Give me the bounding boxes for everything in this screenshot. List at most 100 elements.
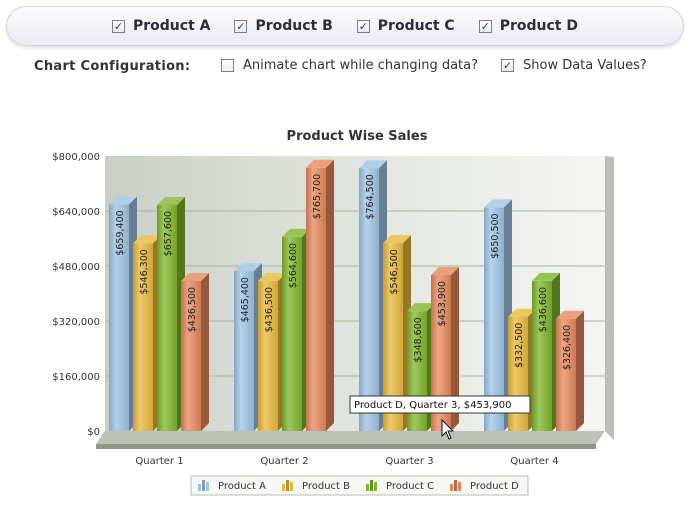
mouse-cursor-icon bbox=[441, 418, 455, 440]
y-tick-label: $0 bbox=[87, 427, 100, 438]
plot-floor bbox=[96, 431, 605, 444]
legend-icon-bar bbox=[286, 480, 289, 491]
bar-front[interactable] bbox=[484, 207, 504, 431]
bar-front[interactable] bbox=[306, 167, 326, 431]
tooltip: Product D, Quarter 3, $453,900 bbox=[349, 395, 531, 440]
bar-value-label: $764,500 bbox=[365, 174, 376, 219]
bar[interactable]: $764,500 bbox=[359, 160, 387, 431]
bar-front[interactable] bbox=[431, 274, 451, 431]
bar[interactable]: $465,400 bbox=[234, 263, 262, 431]
show-values-label: Show Data Values? bbox=[523, 58, 647, 73]
legend-label: Product D bbox=[470, 481, 519, 492]
bar-top bbox=[407, 303, 435, 312]
bar-value-label: $436,500 bbox=[264, 287, 275, 332]
bar-front[interactable] bbox=[157, 204, 177, 431]
bar-front[interactable] bbox=[282, 236, 302, 431]
bar-top bbox=[282, 228, 310, 237]
legend-item[interactable]: Product A bbox=[198, 480, 266, 492]
animate-checkbox[interactable] bbox=[221, 59, 234, 72]
bar-value-label: $332,500 bbox=[514, 323, 525, 368]
bar-top bbox=[508, 308, 536, 317]
legend-item[interactable]: Product D bbox=[450, 480, 519, 492]
legend-icon-bar bbox=[366, 484, 369, 491]
bar[interactable]: $765,700 bbox=[306, 159, 334, 431]
product-a-checkbox[interactable]: ✓ bbox=[112, 19, 125, 33]
chart-configuration-title: Chart Configuration: bbox=[34, 59, 191, 74]
bar-top bbox=[383, 235, 411, 244]
bar[interactable]: $436,500 bbox=[258, 272, 286, 431]
chart-configuration-row: Chart Configuration: Animate chart while… bbox=[34, 58, 674, 78]
y-tick-label: $800,000 bbox=[52, 152, 100, 163]
legend-icon-bar bbox=[198, 484, 201, 491]
product-c-checkbox[interactable]: ✓ bbox=[356, 19, 370, 33]
bar-value-label: $546,500 bbox=[389, 249, 400, 294]
show-values-option[interactable]: ✓ Show Data Values? bbox=[501, 58, 647, 73]
product-a-toggle[interactable]: ✓ Product A bbox=[112, 18, 210, 34]
legend-item[interactable]: Product B bbox=[282, 480, 350, 492]
bar-front[interactable] bbox=[181, 280, 201, 431]
bar-top bbox=[431, 266, 459, 275]
bar[interactable]: $436,500 bbox=[181, 272, 209, 431]
bar[interactable]: $326,400 bbox=[556, 310, 584, 431]
bar[interactable]: $564,600 bbox=[282, 228, 310, 431]
bar-front[interactable] bbox=[133, 243, 153, 431]
bar[interactable]: $657,600 bbox=[157, 196, 185, 431]
bars: $659,400 $546,300 $657,600 $436,500 $465,400… bbox=[109, 159, 584, 431]
bar-top bbox=[306, 159, 334, 168]
bar-value-label: $436,600 bbox=[538, 287, 549, 332]
animate-option[interactable]: Animate chart while changing data? bbox=[221, 58, 478, 73]
product-d-toggle[interactable]: ✓ Product D bbox=[478, 18, 578, 34]
bar-side bbox=[326, 159, 334, 431]
product-c-label: Product C bbox=[377, 18, 455, 34]
bar-front[interactable] bbox=[532, 280, 552, 431]
legend-label: Product A bbox=[218, 481, 266, 492]
bar-top bbox=[556, 310, 584, 319]
y-axis-ticks: $0 $160,000 $320,000 $480,000 $640,000 $800,0… bbox=[52, 152, 100, 438]
legend-item[interactable]: Product C bbox=[366, 480, 434, 492]
bar-front[interactable] bbox=[556, 318, 576, 431]
legend-icon-bar bbox=[282, 484, 285, 491]
bar-front[interactable] bbox=[109, 204, 129, 431]
bar-top bbox=[109, 196, 137, 205]
sales-bar-chart: Product Wise Sales $0 $160,000 $320,000 $48… bbox=[52, 129, 614, 496]
product-b-checkbox[interactable]: ✓ bbox=[234, 19, 248, 33]
bar-value-label: $465,400 bbox=[240, 277, 251, 322]
chart-title: Product Wise Sales bbox=[287, 129, 428, 144]
product-c-toggle[interactable]: ✓ Product C bbox=[356, 18, 455, 34]
tooltip-box bbox=[349, 395, 531, 414]
bar-top bbox=[157, 196, 185, 205]
bar-front[interactable] bbox=[383, 243, 403, 431]
bar-front[interactable] bbox=[258, 280, 278, 431]
plot-floor-edge bbox=[96, 444, 596, 449]
x-tick-label: Quarter 1 bbox=[135, 456, 183, 467]
bar-value-label: $326,400 bbox=[562, 325, 573, 370]
bar[interactable]: $436,600 bbox=[532, 272, 560, 431]
y-tick-label: $640,000 bbox=[52, 207, 100, 218]
bar-front[interactable] bbox=[234, 271, 254, 431]
product-d-checkbox[interactable]: ✓ bbox=[478, 19, 492, 33]
show-values-checkbox[interactable]: ✓ bbox=[501, 59, 514, 72]
bar[interactable]: $659,400 bbox=[109, 196, 137, 431]
y-tick-label: $320,000 bbox=[52, 317, 100, 328]
bar[interactable]: $546,300 bbox=[133, 235, 161, 431]
product-a-label: Product A bbox=[133, 18, 211, 34]
y-tick-label: $160,000 bbox=[52, 372, 100, 383]
bar[interactable]: $453,900 bbox=[431, 266, 459, 431]
legend-label: Product C bbox=[386, 481, 434, 492]
x-axis-ticks: Quarter 1 Quarter 2 Quarter 3 Quarter 4 bbox=[135, 456, 558, 467]
x-tick-label: Quarter 3 bbox=[385, 456, 433, 467]
product-b-toggle[interactable]: ✓ Product B bbox=[234, 18, 333, 34]
bar-top bbox=[532, 272, 560, 281]
legend-icon-bar bbox=[450, 484, 453, 491]
bar-value-label: $348,600 bbox=[413, 317, 424, 362]
y-tick-label: $480,000 bbox=[52, 262, 100, 273]
legend-icon-bar bbox=[370, 480, 373, 491]
bar-front[interactable] bbox=[359, 168, 379, 431]
legend-icon-bar bbox=[454, 480, 457, 491]
bar-value-label: $453,900 bbox=[437, 281, 448, 326]
bar-value-label: $436,500 bbox=[187, 287, 198, 332]
product-selector-bar: ✓ Product A ✓ Product B ✓ Product C ✓ Pr… bbox=[6, 6, 684, 46]
bar-top bbox=[258, 272, 286, 281]
x-tick-label: Quarter 2 bbox=[260, 456, 308, 467]
x-tick-label: Quarter 4 bbox=[510, 456, 558, 467]
